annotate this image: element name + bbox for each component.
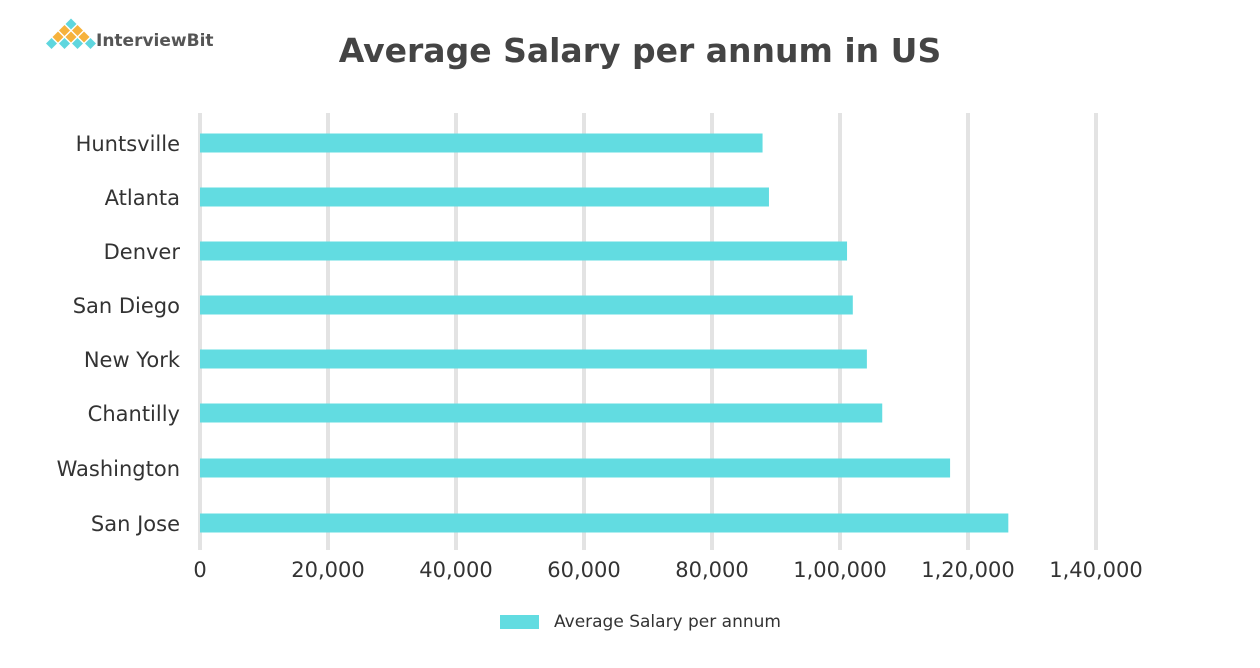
bar-washington bbox=[200, 458, 951, 478]
logo-diamond bbox=[65, 18, 77, 30]
logo-diamond bbox=[59, 25, 70, 36]
category-label: San Jose bbox=[91, 512, 180, 536]
logo-diamond bbox=[65, 31, 77, 43]
bar-denver bbox=[200, 241, 848, 261]
legend-label: Average Salary per annum bbox=[554, 612, 781, 632]
gridline bbox=[198, 113, 202, 550]
x-tick-label: 20,000 bbox=[291, 558, 364, 582]
bar-san-jose bbox=[200, 513, 1009, 533]
gridline bbox=[710, 113, 714, 550]
chart-title: Average Salary per annum in US bbox=[339, 31, 941, 70]
logo-diamond bbox=[59, 38, 70, 49]
x-tick-label: 1,40,000 bbox=[1049, 558, 1143, 582]
gridline bbox=[326, 113, 330, 550]
legend-swatch bbox=[500, 615, 539, 629]
x-tick-label: 60,000 bbox=[547, 558, 620, 582]
category-label: New York bbox=[84, 348, 181, 372]
bar-san-diego bbox=[200, 295, 853, 315]
category-label: San Diego bbox=[73, 294, 180, 318]
logo-text: InterviewBit bbox=[96, 31, 214, 51]
bars bbox=[200, 133, 1009, 533]
bar-atlanta bbox=[200, 187, 769, 207]
gridline bbox=[454, 113, 458, 550]
gridline bbox=[582, 113, 586, 550]
x-tick-labels: 0 20,000 40,000 60,000 80,000 1,00,000 1,20,00… bbox=[193, 558, 1142, 582]
logo-diamond bbox=[52, 31, 64, 43]
logo-diamond bbox=[85, 38, 96, 49]
gridline bbox=[838, 113, 842, 550]
logo-diamond bbox=[72, 38, 83, 49]
x-tick-label: 80,000 bbox=[675, 558, 748, 582]
category-label: Huntsville bbox=[76, 132, 180, 156]
x-tick-label: 0 bbox=[193, 558, 206, 582]
logo-diamond bbox=[46, 38, 57, 49]
bar-huntsville bbox=[200, 133, 763, 153]
bar-chantilly bbox=[200, 403, 883, 423]
gridlines bbox=[198, 113, 1098, 550]
gridline bbox=[966, 113, 970, 550]
x-tick-label: 1,00,000 bbox=[793, 558, 887, 582]
bar-new-york bbox=[200, 349, 867, 369]
legend: Average Salary per annum bbox=[500, 612, 781, 632]
category-label: Chantilly bbox=[88, 402, 180, 426]
gridline bbox=[1094, 113, 1098, 550]
logo-diamond bbox=[72, 25, 83, 36]
interviewbit-logo bbox=[46, 18, 96, 49]
category-label: Denver bbox=[104, 240, 181, 264]
x-tick-label: 40,000 bbox=[419, 558, 492, 582]
logo-diamond bbox=[78, 31, 90, 43]
category-label: Atlanta bbox=[105, 186, 180, 210]
category-label: Washington bbox=[57, 457, 180, 481]
x-tick-label: 1,20,000 bbox=[921, 558, 1015, 582]
category-labels: Huntsville Atlanta Denver San Diego New York… bbox=[57, 132, 181, 536]
